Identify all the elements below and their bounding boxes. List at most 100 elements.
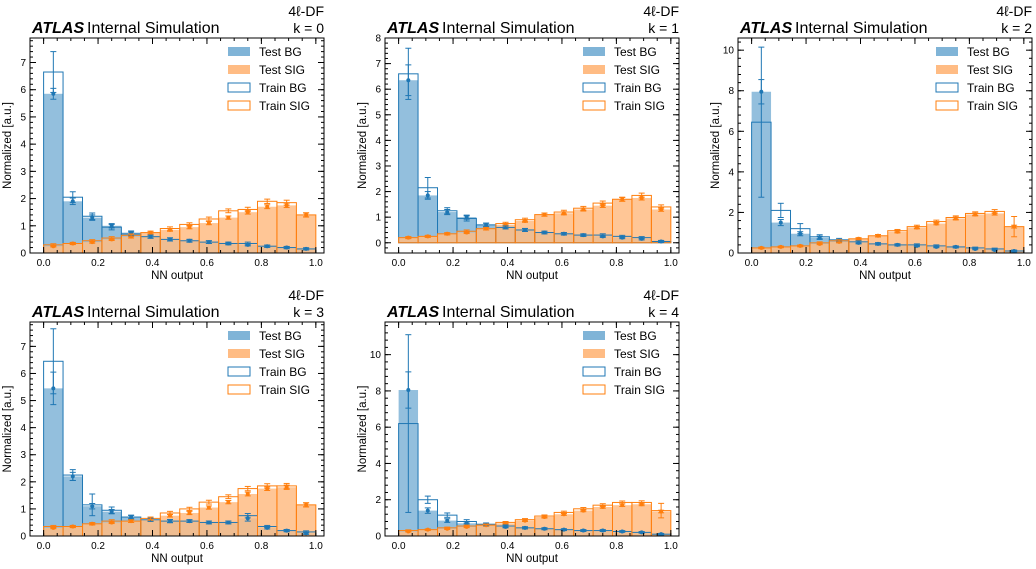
test-sig-bar xyxy=(121,236,141,253)
region-label: 4ℓ-DF xyxy=(996,3,1032,19)
test-sig-bar xyxy=(829,241,849,253)
test-sig-bar xyxy=(398,237,419,243)
test-sig-bar xyxy=(140,232,161,253)
test-sig-bar xyxy=(573,510,594,536)
x-axis-label: NN output xyxy=(151,270,204,282)
test-sig-bar xyxy=(751,247,772,253)
test-sig-bar xyxy=(848,238,869,253)
atlas-suffix: Internal Simulation xyxy=(87,304,220,321)
test-sig-bar xyxy=(63,526,83,536)
test-bg-bar xyxy=(43,388,64,536)
fold-label: k = 0 xyxy=(293,20,324,36)
test-sig-bar xyxy=(276,205,297,253)
test-sig-bar xyxy=(476,228,496,243)
y-tick-label: 4 xyxy=(728,167,734,178)
chart-panel-3: 0.0 0.2 0.4 0.6 0.8 1.0 0 1 2 3 4 5 6 7 NN output Norma… xyxy=(2,287,325,565)
legend-swatch xyxy=(583,65,605,74)
test-bg-point xyxy=(778,220,783,225)
test-sig-bar xyxy=(101,522,122,536)
test-sig-point xyxy=(206,505,211,510)
x-tick-label: 0.2 xyxy=(446,258,460,269)
test-sig-bar xyxy=(790,245,810,253)
test-sig-point xyxy=(206,221,211,226)
legend-swatch xyxy=(583,331,605,340)
y-tick-label: 2 xyxy=(20,194,26,205)
test-bg-point xyxy=(445,518,450,523)
y-tick-label: 0 xyxy=(20,532,26,543)
test-bg-bar xyxy=(418,195,438,243)
test-sig-point xyxy=(245,492,250,497)
test-sig-bar xyxy=(946,218,966,253)
legend-swatch xyxy=(583,47,605,56)
legend-swatch xyxy=(228,349,250,358)
y-tick-label: 8 xyxy=(728,86,734,97)
y-axis-label: Normalized [a.u.] xyxy=(2,102,14,189)
test-sig-bar xyxy=(296,504,316,536)
y-tick-label: 8 xyxy=(375,386,381,397)
test-sig-bar xyxy=(651,511,671,536)
region-label: 4ℓ-DF xyxy=(288,287,324,303)
legend-swatch xyxy=(228,47,250,56)
x-tick-label: 0.4 xyxy=(501,541,515,552)
test-bg-bar xyxy=(771,222,791,253)
legend-swatch xyxy=(936,47,958,56)
chart-panel-0: 0.0 0.2 0.4 0.6 0.8 1.0 0 1 2 3 4 5 6 7 NN output Norma… xyxy=(2,3,325,282)
atlas-label: ATLAS xyxy=(386,304,439,321)
y-tick-label: 2 xyxy=(20,477,26,488)
test-sig-bar xyxy=(965,214,985,253)
legend-label: Train BG xyxy=(614,81,662,95)
legend-label: Test BG xyxy=(614,329,657,343)
y-tick-label: 6 xyxy=(375,85,381,96)
legend-swatch xyxy=(228,65,250,74)
x-tick-label: 1.0 xyxy=(309,258,323,269)
y-axis-label: Normalized [a.u.] xyxy=(357,386,369,473)
x-tick-label: 0.8 xyxy=(254,258,268,269)
test-sig-bar xyxy=(82,523,102,536)
legend-swatch xyxy=(935,82,959,93)
x-tick-label: 0.2 xyxy=(799,258,813,269)
legend-label: Train SIG xyxy=(259,383,310,397)
legend-swatch xyxy=(227,366,251,377)
y-axis-label: Normalized [a.u.] xyxy=(2,386,14,473)
legend-label: Test SIG xyxy=(259,347,305,361)
x-tick-label: 0.8 xyxy=(254,541,268,552)
test-sig-bar xyxy=(101,239,122,253)
y-tick-label: 8 xyxy=(375,34,381,45)
legend-label: Train BG xyxy=(259,81,307,95)
x-tick-label: 0.2 xyxy=(91,258,105,269)
x-tick-label: 0.2 xyxy=(446,541,460,552)
legend-label: Test BG xyxy=(259,45,302,59)
y-tick-label: 5 xyxy=(20,396,26,407)
legend-label: Test SIG xyxy=(614,347,660,361)
test-sig-bar xyxy=(651,209,671,243)
test-sig-bar xyxy=(179,512,200,536)
y-tick-label: 7 xyxy=(375,59,381,70)
region-label: 4ℓ-DF xyxy=(288,3,324,19)
chart-panel-1: 0.0 0.2 0.4 0.6 0.8 1.0 0 1 2 3 4 5 6 7 8 NN output Norm… xyxy=(357,3,680,282)
y-tick-label: 7 xyxy=(20,342,26,353)
x-tick-label: 0.8 xyxy=(962,258,976,269)
legend-swatch xyxy=(935,100,959,111)
atlas-suffix: Internal Simulation xyxy=(795,20,928,37)
fold-label: k = 3 xyxy=(293,304,324,320)
x-axis-label: NN output xyxy=(859,270,912,282)
y-tick-label: 6 xyxy=(20,369,26,380)
y-tick-label: 4 xyxy=(20,140,26,151)
test-sig-bar xyxy=(257,206,277,253)
test-sig-bar xyxy=(554,213,574,243)
legend-label: Train SIG xyxy=(967,99,1018,113)
test-sig-bar xyxy=(63,243,83,253)
y-tick-label: 4 xyxy=(375,459,381,470)
legend-label: Train BG xyxy=(967,81,1015,95)
region-label: 4ℓ-DF xyxy=(643,3,679,19)
y-tick-label: 3 xyxy=(20,167,26,178)
test-sig-bar xyxy=(907,227,927,253)
legend-swatch xyxy=(582,366,606,377)
test-sig-bar xyxy=(495,224,516,243)
test-bg-bar xyxy=(63,201,83,253)
x-tick-label: 0.6 xyxy=(555,541,569,552)
atlas-label: ATLAS xyxy=(31,304,84,321)
test-bg-bar xyxy=(398,80,419,243)
x-tick-label: 1.0 xyxy=(309,541,323,552)
atlas-suffix: Internal Simulation xyxy=(442,304,575,321)
